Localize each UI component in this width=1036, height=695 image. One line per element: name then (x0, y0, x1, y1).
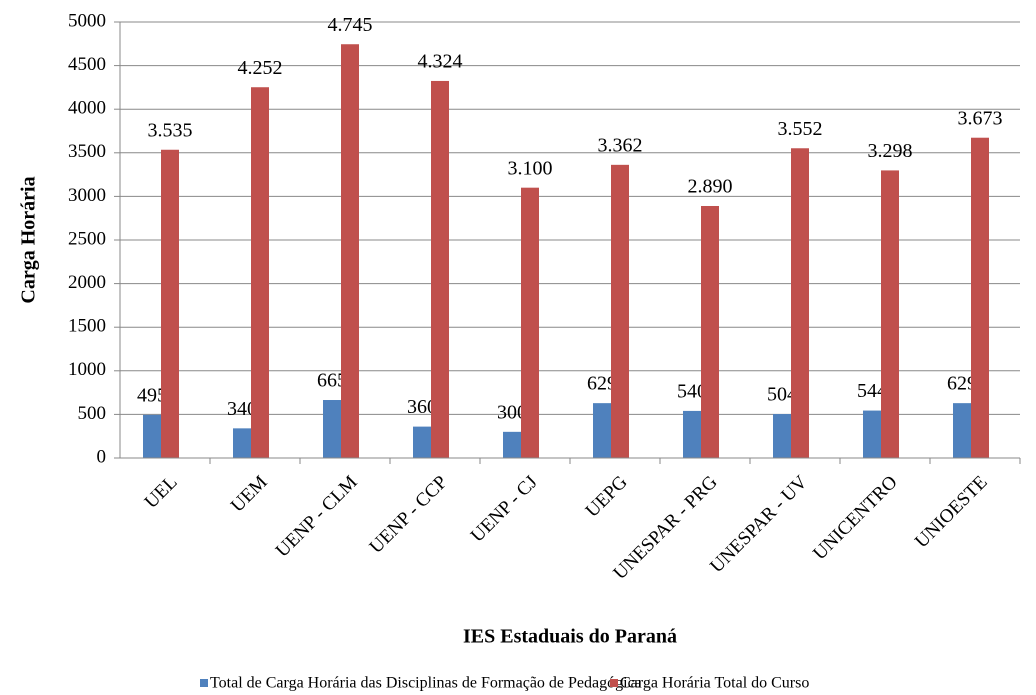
value-label: 544 (857, 380, 887, 402)
legend-swatch (200, 679, 208, 687)
bar (503, 431, 521, 458)
value-label: 4.324 (418, 51, 463, 73)
value-label: 2.890 (688, 176, 733, 198)
y-tick-label: 1000 (68, 359, 106, 380)
y-tick-label: 0 (97, 446, 107, 467)
y-tick-label: 4000 (68, 98, 106, 119)
value-label: 495 (137, 384, 167, 406)
value-label: 3.552 (778, 118, 823, 140)
value-label: 300 (497, 401, 527, 423)
value-label: 340 (227, 398, 257, 420)
x-tick-label: UNICENTRO (809, 472, 901, 564)
bar (233, 428, 251, 458)
y-tick-label: 3500 (68, 141, 106, 162)
x-tick-label: UENP - CJ (467, 472, 542, 547)
x-tick-label: UNIOESTE (911, 472, 992, 553)
value-label: 3.673 (958, 107, 1003, 129)
value-label: 3.535 (148, 119, 193, 141)
value-label: 504 (767, 384, 797, 406)
value-label: 3.298 (868, 140, 913, 162)
bar (593, 403, 611, 458)
bar (413, 426, 431, 458)
bar (791, 148, 809, 458)
value-label: 3.362 (598, 134, 643, 156)
bar (611, 164, 629, 458)
bar (953, 403, 971, 458)
bar (701, 205, 719, 458)
bar (773, 414, 791, 458)
bar (143, 414, 161, 458)
value-label: 540 (677, 381, 707, 403)
bar (323, 400, 341, 458)
x-tick-label: UENP - CLM (272, 472, 362, 562)
value-label: 4.252 (238, 57, 283, 79)
x-tick-label: UEL (141, 472, 182, 513)
value-label: 629 (587, 373, 617, 395)
value-label: 360 (407, 396, 437, 418)
y-tick-label: 500 (78, 403, 107, 424)
y-tick-label: 2500 (68, 228, 106, 249)
y-tick-label: 4500 (68, 54, 106, 75)
bar (971, 137, 989, 458)
x-tick-label: UENP - CCP (366, 472, 452, 558)
y-tick-label: 3000 (68, 185, 106, 206)
bar (521, 187, 539, 458)
y-tick-label: 2000 (68, 272, 106, 293)
bar (161, 149, 179, 459)
x-tick-label: UEM (227, 472, 272, 517)
x-axis-title: IES Estaduais do Paraná (463, 626, 677, 648)
value-label: 3.100 (508, 157, 553, 179)
y-tick-label: 5000 (68, 10, 106, 31)
bar (431, 80, 449, 458)
value-label: 629 (947, 373, 977, 395)
x-tick-label: UNESPAR - UV (706, 472, 812, 578)
value-label: 665 (317, 370, 347, 392)
bar (341, 44, 359, 459)
bar (683, 410, 701, 458)
legend-label: Carga Horária Total do Curso (620, 675, 809, 692)
value-label: 4.745 (328, 14, 373, 36)
legend-label: Total de Carga Horária das Disciplinas d… (210, 675, 642, 692)
x-tick-label: UEPG (582, 472, 632, 522)
bar (881, 170, 899, 458)
bar (863, 410, 881, 458)
bar (251, 87, 269, 459)
legend-swatch (610, 679, 618, 687)
y-tick-label: 1500 (68, 316, 106, 337)
y-axis-title: Carga Horária (18, 176, 40, 303)
